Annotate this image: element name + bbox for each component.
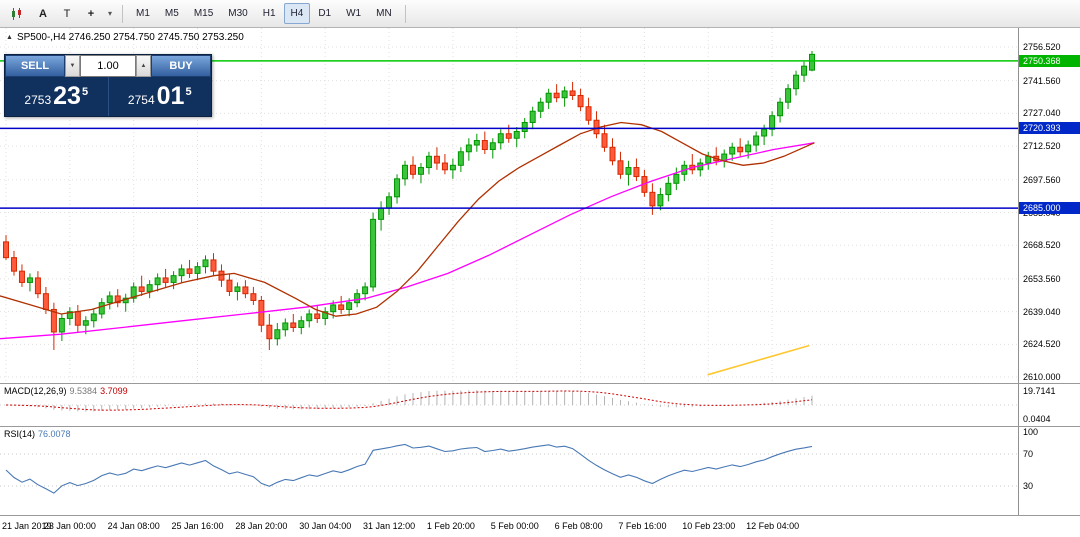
rsi-name: RSI(14) xyxy=(4,429,36,439)
timeframe-button-m30[interactable]: M30 xyxy=(221,3,254,24)
price-level-badge: 2685.000 xyxy=(1019,202,1080,215)
time-axis-label: 23 Jan 00:00 xyxy=(43,521,96,531)
tools-dropdown-button[interactable]: ▾ xyxy=(104,3,116,24)
price-level-badge: 2750.368 xyxy=(1019,54,1080,67)
time-axis-label: 31 Jan 12:00 xyxy=(363,521,416,531)
price-axis-label: 2741.560 xyxy=(1023,75,1061,86)
price-axis-label: 2639.040 xyxy=(1023,306,1061,317)
timeframe-group: M1 M5 M15 M30 H1 H4 D1 W1 MN xyxy=(129,3,399,24)
price-axis-label: 2624.520 xyxy=(1023,339,1061,350)
rsi-axis[interactable]: 100 70 30 xyxy=(1018,427,1080,515)
macd-label: MACD(12,26,9) 9.5384 3.7099 xyxy=(4,386,128,396)
time-axis-label: 5 Feb 00:00 xyxy=(490,521,539,531)
toolbar-separator xyxy=(404,4,406,23)
time-axis-label: 7 Feb 16:00 xyxy=(618,521,667,531)
price-axis-label: 2668.520 xyxy=(1023,240,1061,251)
toolbar-separator xyxy=(122,4,123,23)
trade-panel-quotes: 2753 23 5 2754 01 5 xyxy=(5,77,211,116)
price-axis-label: 2610.000 xyxy=(1023,372,1061,383)
sell-button[interactable]: SELL xyxy=(5,55,65,77)
chart-ohlc-header: ▲ SP500-,H4 2746.250 2754.750 2745.750 2… xyxy=(6,32,244,43)
rsi-label: RSI(14) 76.0078 xyxy=(4,429,71,439)
time-axis[interactable]: 21 Jan 2019 23 Jan 00:00 24 Jan 08:00 25 Ja… xyxy=(0,515,1080,537)
macd-panel: MACD(12,26,9) 9.5384 3.7099 19.7141 0.0404 xyxy=(0,383,1080,426)
trade-panel-controls: SELL ▼ 1.00 ▲ BUY xyxy=(5,55,211,77)
ask-point: 5 xyxy=(185,85,192,98)
timeframe-button-d1[interactable]: D1 xyxy=(311,3,338,24)
time-axis-label: 24 Jan 08:00 xyxy=(107,521,160,531)
price-level-badge: 2720.393 xyxy=(1019,122,1080,135)
price-chart-canvas[interactable] xyxy=(0,28,1018,383)
timeframe-button-m5[interactable]: M5 xyxy=(158,3,186,24)
price-axis[interactable]: 2756.520 2750.368 2741.560 2727.040 2720.393… xyxy=(1018,28,1080,383)
rsi-axis-label: 100 xyxy=(1023,427,1039,437)
bid-point: 5 xyxy=(81,85,89,98)
volume-decrease-button[interactable]: ▼ xyxy=(65,55,80,77)
timeframe-button-m15[interactable]: M15 xyxy=(187,3,220,24)
ask-prefix: 2754 xyxy=(127,92,155,107)
text-tool-button[interactable]: T xyxy=(56,3,78,24)
price-axis-label: 2756.520 xyxy=(1023,41,1061,52)
ohlc-text: SP500-,H4 2746.250 2754.750 2745.750 275… xyxy=(16,32,244,43)
collapse-icon[interactable]: ▲ xyxy=(6,34,13,41)
rsi-axis-label: 30 xyxy=(1023,481,1034,491)
macd-name: MACD(12,26,9) xyxy=(4,386,67,396)
price-chart-panel: ▲ SP500-,H4 2746.250 2754.750 2745.750 2… xyxy=(0,28,1080,383)
time-axis-label: 25 Jan 16:00 xyxy=(171,521,224,531)
bid-pips: 23 xyxy=(53,82,81,110)
time-axis-label: 1 Feb 20:00 xyxy=(426,521,475,531)
macd-axis-label: 0.0404 xyxy=(1023,414,1051,424)
volume-input[interactable]: 1.00 xyxy=(80,55,136,77)
ask-price[interactable]: 2754 01 5 xyxy=(109,77,212,116)
time-axis-label: 28 Jan 20:00 xyxy=(235,521,288,531)
rsi-panel: RSI(14) 76.0078 100 70 30 xyxy=(0,426,1080,515)
macd-axis-label: 19.7141 xyxy=(1023,386,1056,396)
timeframe-button-m1[interactable]: M1 xyxy=(129,3,157,24)
crosshair-tool-button[interactable]: + xyxy=(80,3,102,24)
text-label-tool-button[interactable]: A xyxy=(32,3,54,24)
timeframe-button-mn[interactable]: MN xyxy=(369,3,399,24)
time-axis-label: 30 Jan 04:00 xyxy=(299,521,352,531)
time-axis-label: 6 Feb 08:00 xyxy=(554,521,603,531)
price-axis-label: 2727.040 xyxy=(1023,108,1061,119)
volume-increase-button[interactable]: ▲ xyxy=(136,55,151,77)
chevron-down-icon: ▾ xyxy=(107,9,112,18)
price-axis-label: 2697.560 xyxy=(1023,174,1061,185)
timeframe-button-w1[interactable]: W1 xyxy=(339,3,368,24)
macd-canvas[interactable] xyxy=(0,384,1018,426)
main-toolbar: A T + ▾ M1 M5 M15 M30 H1 H4 D1 W1 MN xyxy=(0,0,1080,28)
macd-value: 9.5384 xyxy=(69,386,98,396)
timeframe-button-h4[interactable]: H4 xyxy=(283,3,311,24)
macd-signal-value: 3.7099 xyxy=(100,386,128,396)
rsi-canvas[interactable] xyxy=(0,427,1018,515)
bid-price[interactable]: 2753 23 5 xyxy=(5,77,109,116)
chart-type-button[interactable] xyxy=(4,3,30,24)
time-axis-label: 12 Feb 04:00 xyxy=(746,521,800,531)
price-axis-label: 2653.560 xyxy=(1023,273,1061,284)
price-axis-label: 2712.520 xyxy=(1023,141,1061,152)
one-click-trade-panel: SELL ▼ 1.00 ▲ BUY 2753 23 5 2754 01 5 xyxy=(4,54,212,117)
candlestick-chart-icon xyxy=(12,7,21,20)
time-axis-label: 10 Feb 23:00 xyxy=(682,521,736,531)
bid-prefix: 2753 xyxy=(24,92,52,107)
macd-axis[interactable]: 19.7141 0.0404 xyxy=(1018,384,1080,426)
rsi-axis-label: 70 xyxy=(1023,449,1034,459)
timeframe-button-h1[interactable]: H1 xyxy=(256,3,283,24)
ask-pips: 01 xyxy=(156,82,185,110)
time-axis-label: 21 Jan 2019 xyxy=(2,521,52,531)
rsi-value: 76.0078 xyxy=(38,429,71,439)
buy-button[interactable]: BUY xyxy=(151,55,211,77)
